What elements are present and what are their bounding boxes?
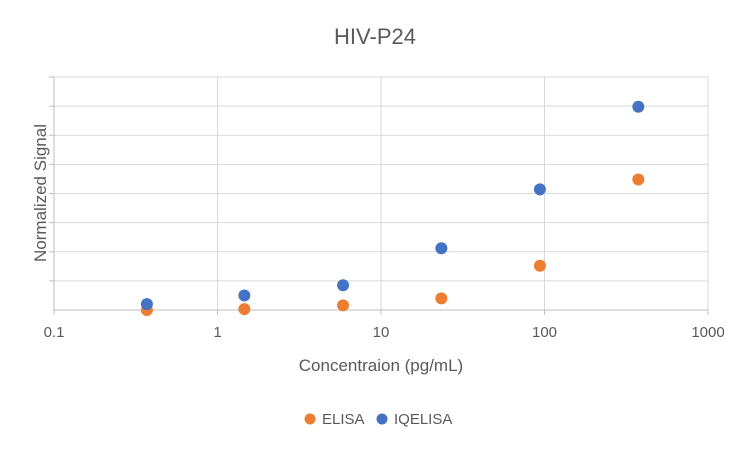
legend: ELISA IQELISA [304, 411, 452, 428]
iqelisa-point [140, 298, 153, 311]
x-tick-label: 1000 [691, 324, 724, 341]
legend-label-iqelisa: IQELISA [394, 411, 452, 428]
iqelisa-point [337, 279, 350, 292]
elisa-point [632, 173, 645, 186]
grid [54, 76, 709, 310]
legend-label-elisa: ELISA [322, 411, 365, 428]
axes [49, 76, 709, 315]
x-tick-label: 100 [532, 324, 557, 341]
x-tick-label: 0.1 [44, 324, 65, 341]
elisa-point [337, 299, 350, 312]
elisa-point [238, 303, 251, 316]
iqelisa-point [632, 100, 645, 113]
iqelisa-point [238, 289, 251, 302]
elisa-point [435, 292, 448, 305]
y-axis-label: Normalized Signal [31, 124, 50, 262]
legend-marker-iqelisa [376, 413, 388, 425]
x-tick-label: 1 [213, 324, 221, 341]
data-points [140, 100, 645, 316]
elisa-point [533, 259, 546, 272]
x-axis-label: Concentraion (pg/mL) [299, 356, 463, 375]
x-tick-labels: 0.1 1 10 100 1000 [44, 324, 725, 341]
x-tick-label: 10 [373, 324, 390, 341]
legend-marker-elisa [304, 413, 316, 425]
chart-title: HIV-P24 [334, 24, 416, 49]
iqelisa-point [533, 183, 546, 196]
iqelisa-point [435, 242, 448, 255]
